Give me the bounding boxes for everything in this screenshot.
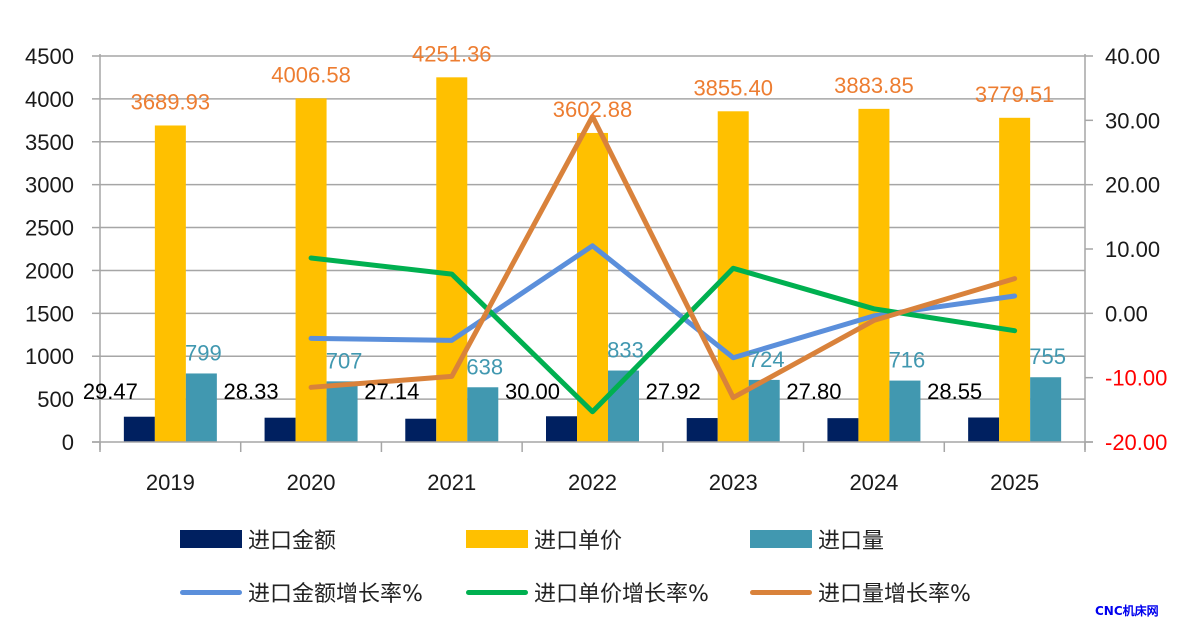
data-label: 716 [889, 348, 926, 373]
legend-item-price-growth: 进口单价增长率% [466, 576, 709, 608]
left-axis-tick-label: 1500 [25, 301, 74, 326]
left-axis-tick-label: 0 [62, 430, 74, 455]
data-label: 724 [748, 347, 785, 372]
legend-swatch [180, 589, 242, 595]
legend-swatch [180, 530, 242, 548]
left-axis-tick-label: 4000 [25, 87, 74, 112]
data-label: 833 [607, 338, 644, 363]
right-axis-tick-label: 30.00 [1105, 108, 1160, 133]
data-label: 27.80 [786, 379, 841, 404]
combo-chart: 29.47 28.33 27.14 30.00 27.92 27.80 28.55 3689.… [25, 41, 1167, 495]
legend-item-unit-price: 进口单价 [466, 523, 622, 555]
x-axis-tick-label: 2023 [709, 470, 758, 495]
legend-swatch [750, 530, 812, 548]
legend-item-volume-growth: 进口量增长率% [750, 576, 971, 608]
left-axis-tick-label: 3500 [25, 130, 74, 155]
bars [123, 77, 1062, 443]
legend-label: 进口量 [818, 529, 885, 554]
data-labels: 29.47 28.33 27.14 30.00 27.92 27.80 28.55 3689.… [83, 41, 1066, 404]
watermark: CNC机床网 [1095, 604, 1159, 618]
legend-swatch [750, 589, 812, 595]
legend-label: 进口量增长率% [818, 582, 971, 607]
x-axis-tick-label: 2025 [990, 470, 1039, 495]
data-label: 3602.88 [553, 97, 633, 122]
bar-import-amount [686, 418, 718, 442]
bar-import-volume [1030, 377, 1062, 442]
right-axis-tick-label: 0.00 [1105, 301, 1148, 326]
data-label: 755 [1029, 344, 1066, 369]
legend: 进口金额 进口单价 进口量 进口金额增长率% 进口单价增长率% 进口量增长率% [0, 520, 1200, 620]
x-axis-tick-label: 2020 [287, 470, 336, 495]
data-label: 799 [185, 340, 222, 365]
left-axis-tick-label: 2500 [25, 216, 74, 241]
data-label: 638 [466, 354, 503, 379]
x-axis-tick-label: 2024 [849, 470, 898, 495]
legend-item-import-volume: 进口量 [750, 523, 884, 555]
legend-label: 进口金额 [248, 529, 337, 554]
right-axis-tick-label: 40.00 [1105, 44, 1160, 69]
legend-item-import-amount: 进口金额 [180, 523, 336, 555]
bar-import-amount [264, 417, 296, 442]
bar-unit-price [154, 125, 186, 442]
left-axis-tick-label: 1000 [25, 344, 74, 369]
data-label: 4006.58 [271, 62, 351, 87]
right-axis-tick-label: 10.00 [1105, 237, 1160, 262]
right-axis-tick-label: -20.00 [1105, 430, 1167, 455]
x-axis-tick-label: 2022 [568, 470, 617, 495]
data-label: 3883.85 [834, 73, 914, 98]
bar-import-volume [748, 379, 780, 442]
data-label: 29.47 [83, 379, 138, 404]
data-label: 27.14 [364, 379, 419, 404]
data-label: 28.55 [927, 379, 982, 404]
bar-unit-price [295, 98, 327, 443]
right-axis-tick-label: -10.00 [1105, 366, 1167, 391]
growth-lines [308, 113, 1018, 415]
bar-import-amount [546, 416, 577, 442]
bar-unit-price [436, 77, 468, 442]
data-label: 4251.36 [412, 41, 492, 66]
bar-unit-price [577, 132, 608, 443]
bar-import-amount [405, 418, 437, 442]
bar-import-amount [827, 418, 859, 442]
legend-swatch [466, 530, 528, 548]
legend-label: 进口单价增长率% [534, 582, 709, 607]
bar-import-volume [889, 380, 921, 442]
axes [92, 54, 1093, 452]
data-label: 30.00 [505, 379, 560, 404]
line-series-volume-growth [308, 113, 1018, 401]
bar-import-volume [467, 387, 499, 442]
data-label: 27.92 [646, 379, 701, 404]
legend-item-amount-growth: 进口金额增长率% [180, 576, 423, 608]
bar-import-amount [968, 417, 1000, 442]
bar-import-volume [185, 373, 217, 442]
data-label: 3855.40 [693, 75, 773, 100]
legend-label: 进口金额增长率% [248, 582, 423, 607]
data-label: 3779.51 [975, 82, 1055, 107]
left-axis-tick-label: 500 [37, 387, 74, 412]
bar-import-amount [123, 416, 155, 442]
right-axis-tick-label: 20.00 [1105, 173, 1160, 198]
left-axis-tick-label: 3000 [25, 173, 74, 198]
x-axis-tick-label: 2021 [427, 470, 476, 495]
tick-labels: 0 500 1000 1500 2000 2500 3000 3500 4000 4500 -20.… [25, 44, 1167, 495]
bar-unit-price [858, 108, 890, 442]
data-label: 28.33 [224, 379, 279, 404]
legend-swatch [466, 589, 528, 595]
legend-label: 进口单价 [534, 529, 623, 554]
data-label: 3689.93 [131, 89, 211, 114]
x-axis-tick-label: 2019 [146, 470, 195, 495]
left-axis-tick-label: 4500 [25, 44, 74, 69]
bar-import-volume [326, 381, 358, 442]
left-axis-tick-label: 2000 [25, 258, 74, 283]
data-label: 707 [326, 348, 363, 373]
